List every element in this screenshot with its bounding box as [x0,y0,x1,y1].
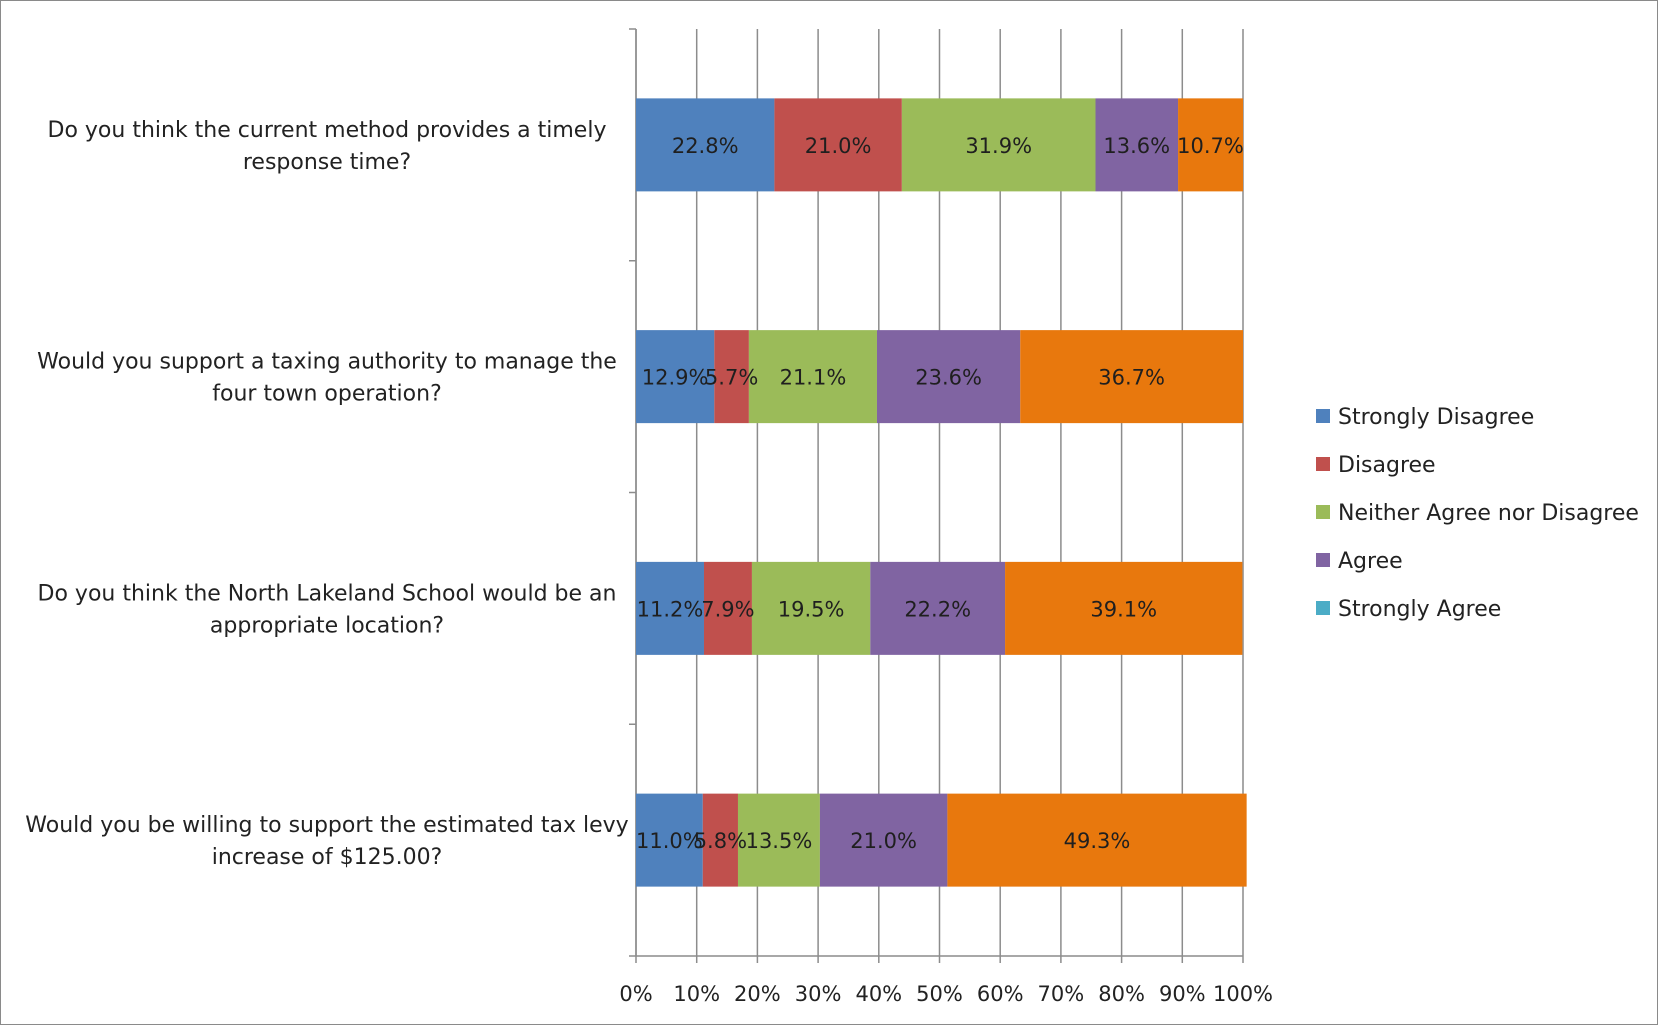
legend-label: Disagree [1338,453,1436,478]
x-tick-label: 60% [977,982,1024,1006]
bar-segment [636,793,703,887]
bar-segment [702,793,738,887]
bar-segment [1178,98,1243,192]
category-label: response time? [243,150,411,175]
data-label: 21.1% [780,366,847,390]
bar-segment [774,98,902,192]
category-label: Would you support a taxing authority to … [37,350,617,375]
bar-segment [748,330,877,424]
bar-segment [636,561,704,655]
category-label: four town operation? [212,382,442,407]
category-label: appropriate location? [210,613,444,638]
data-label: 39.1% [1090,597,1157,621]
category-label: increase of $125.00? [212,845,443,870]
x-tick-label: 10% [673,982,720,1006]
category-label: Do you think the current method provides… [48,118,607,143]
data-label: 36.7% [1098,366,1165,390]
data-label: 49.3% [1064,829,1131,853]
legend-label: Strongly Disagree [1338,405,1534,430]
bar-segment [636,98,775,192]
legend-swatch [1316,505,1330,519]
x-tick-label: 50% [916,982,963,1006]
x-tick-label: 30% [795,982,842,1006]
data-label: 10.7% [1177,134,1244,158]
data-label: 23.6% [915,366,982,390]
data-label: 22.2% [904,597,971,621]
category-label: Would you be willing to support the esti… [25,813,628,838]
bar-segment [1005,561,1243,655]
data-label: 19.5% [778,597,845,621]
x-tick-labels: 0% 10% 20% 30% 40% 50% 60% 70% 80% 90% 100% [619,982,1273,1006]
bar-segment [1095,98,1179,192]
data-label: 13.6% [1103,134,1170,158]
legend: Strongly Disagree Disagree Neither Agree n… [1316,405,1639,622]
bar-segment [901,98,1096,192]
category-label: Do you think the North Lakeland School w… [38,581,617,606]
bar-segment [636,330,715,424]
legend-swatch [1316,601,1330,615]
x-tick-label: 0% [619,982,652,1006]
data-label: 13.5% [746,829,813,853]
bars [636,98,1247,887]
bar-segment [751,561,871,655]
x-tick-label: 20% [734,982,781,1006]
bar-segment [714,330,749,424]
legend-label: Strongly Agree [1338,597,1501,622]
legend-label: Neither Agree nor Disagree [1338,501,1639,526]
bar-segment [819,793,948,887]
legend-swatch [1316,457,1330,471]
data-label: 7.9% [701,597,754,621]
x-tick-label: 70% [1038,982,1085,1006]
bar-segment [876,330,1021,424]
x-tick-label: 90% [1159,982,1206,1006]
data-label: 5.7% [705,366,758,390]
data-label: 5.8% [694,829,747,853]
data-label: 11.2% [637,597,704,621]
x-tick-label: 100% [1213,982,1273,1006]
data-label: 31.9% [965,134,1032,158]
bar-segment [703,561,752,655]
category-labels: Do you think the current method provides… [25,118,628,870]
x-tick-label: 80% [1098,982,1145,1006]
data-label: 12.9% [642,366,709,390]
bar-segment [870,561,1006,655]
bar-segment [1020,330,1243,424]
legend-swatch [1316,553,1330,567]
data-labels: 22.8% 21.0% 31.9% 13.6% 10.7% 12.9%5.7% 21.1% 2… [636,134,1244,853]
bar-segment [737,793,820,887]
x-tick-label: 40% [855,982,902,1006]
data-label: 22.8% [672,134,739,158]
legend-label: Agree [1338,549,1403,574]
bar-segment [947,793,1247,887]
data-label: 21.0% [850,829,917,853]
data-label: 21.0% [805,134,872,158]
data-label: 11.0% [636,829,703,853]
legend-swatch [1316,409,1330,423]
